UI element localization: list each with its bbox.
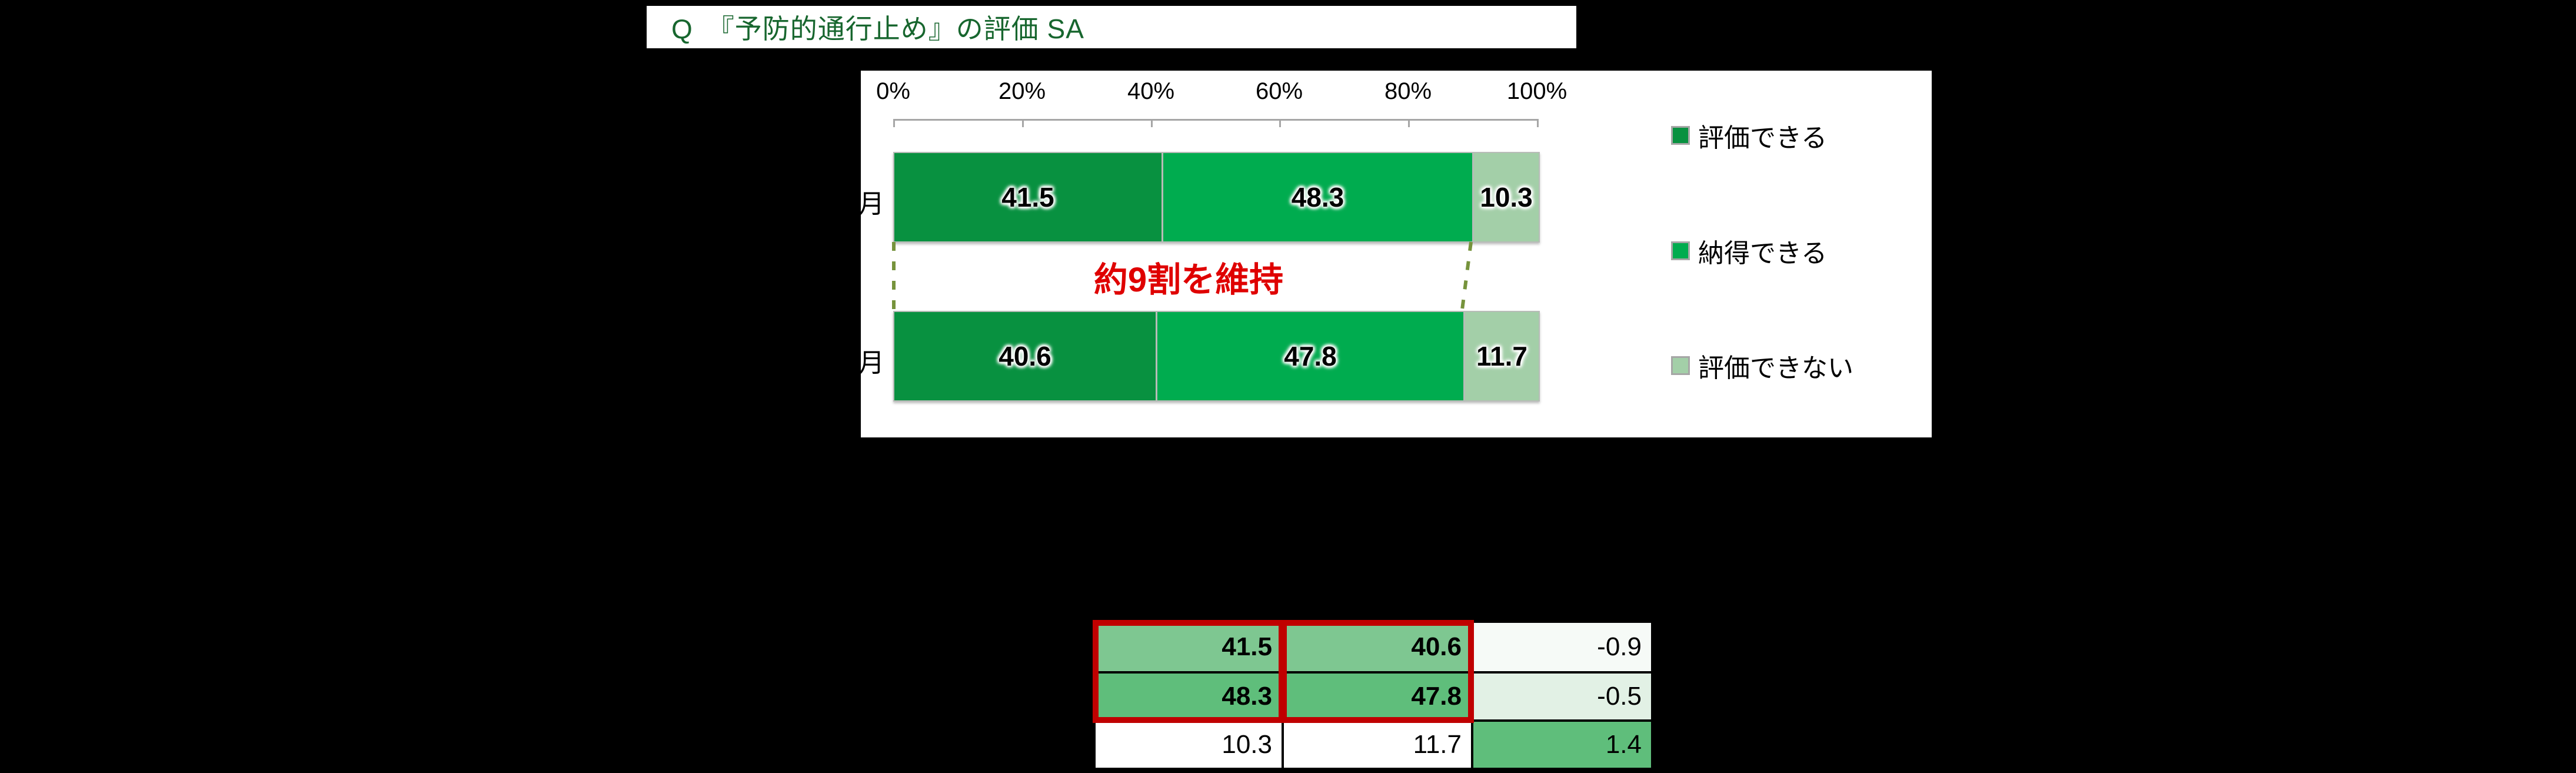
bar-row1-seg-hyouka-dekiru: 41.5 bbox=[894, 153, 1161, 241]
table-cell-r3c1: 10.3 bbox=[1096, 722, 1282, 768]
table-cell-r2c3: -0.5 bbox=[1473, 674, 1651, 719]
x-axis-tick bbox=[1537, 119, 1539, 127]
stacked-bar-chart-panel: 0% 20% 40% 60% 80% 100% 月 月 41.5 48.3 10… bbox=[858, 71, 1932, 437]
table-cell-r1c2: 40.6 bbox=[1284, 623, 1471, 671]
x-tick-80: 80% bbox=[1384, 78, 1432, 104]
table-cell-r1c1: 41.5 bbox=[1096, 623, 1282, 671]
table-cell-r3c2: 11.7 bbox=[1284, 722, 1471, 768]
x-axis-tick bbox=[1279, 119, 1281, 127]
x-tick-60: 60% bbox=[1255, 78, 1303, 104]
question-title: Q 『予防的通行止め』の評価 SA bbox=[671, 14, 1084, 44]
bar-row2-value-hyouka-dekinai: 11.7 bbox=[1476, 341, 1527, 371]
bar-row1-value-hyouka-dekiru: 41.5 bbox=[1001, 182, 1054, 213]
table-cell-r3c3: 1.4 bbox=[1473, 722, 1651, 768]
legend-item-hyouka-dekiru: 評価できる bbox=[1671, 121, 1827, 152]
legend-label-hyouka-dekiru: 評価できる bbox=[1698, 124, 1828, 152]
comparison-table: 41.5 40.6 -0.9 48.3 47.8 -0.5 10.3 11.7 … bbox=[1093, 620, 1651, 768]
legend-swatch-nattoku-dekiru-icon bbox=[1671, 241, 1690, 260]
x-axis-tick bbox=[1022, 119, 1024, 127]
bar-row2-value-hyouka-dekiru: 40.6 bbox=[999, 341, 1051, 371]
bar-row2-seg-hyouka-dekiru: 40.6 bbox=[894, 312, 1156, 400]
bar-row1-value-nattoku-dekiru: 48.3 bbox=[1291, 182, 1344, 213]
x-tick-40: 40% bbox=[1127, 78, 1175, 104]
legend-label-hyouka-dekinai: 評価できない bbox=[1698, 354, 1853, 383]
x-axis-tick bbox=[1408, 119, 1410, 127]
table-cell-r1c3: -0.9 bbox=[1473, 623, 1651, 671]
bar-row1: 41.5 48.3 10.3 bbox=[893, 152, 1540, 243]
question-title-banner: Q 『予防的通行止め』の評価 SA bbox=[647, 6, 1576, 48]
category-label-row2: 月 bbox=[858, 349, 882, 377]
x-axis-tick bbox=[1151, 119, 1153, 127]
x-tick-20: 20% bbox=[998, 78, 1046, 104]
x-tick-100: 100% bbox=[1506, 78, 1567, 104]
legend-item-nattoku-dekiru: 納得できる bbox=[1671, 237, 1827, 268]
bar-row1-seg-hyouka-dekinai: 10.3 bbox=[1472, 153, 1539, 241]
legend-label-nattoku-dekiru: 納得できる bbox=[1698, 239, 1828, 268]
bar-row2-seg-hyouka-dekinai: 11.7 bbox=[1463, 312, 1539, 400]
bar-row1-seg-nattoku-dekiru: 48.3 bbox=[1161, 153, 1472, 241]
bar-row2-value-nattoku-dekiru: 47.8 bbox=[1284, 341, 1337, 371]
category-label-row1: 月 bbox=[858, 190, 882, 218]
legend-swatch-hyouka-dekinai-icon bbox=[1671, 356, 1690, 375]
x-tick-0: 0% bbox=[876, 78, 910, 104]
table-cell-r2c1: 48.3 bbox=[1096, 674, 1282, 719]
table-cell-r2c2: 47.8 bbox=[1284, 674, 1471, 719]
annotation-about-90-percent: 約9割を維持 bbox=[1093, 261, 1284, 299]
x-axis-tick bbox=[893, 119, 895, 127]
bar-row2: 40.6 47.8 11.7 bbox=[893, 311, 1540, 402]
x-axis-line bbox=[893, 119, 1539, 121]
bar-row2-seg-nattoku-dekiru: 47.8 bbox=[1156, 312, 1463, 400]
bar-row1-value-hyouka-dekinai: 10.3 bbox=[1480, 182, 1533, 213]
legend-item-hyouka-dekinai: 評価できない bbox=[1671, 351, 1853, 383]
legend-swatch-hyouka-dekiru-icon bbox=[1671, 126, 1690, 145]
